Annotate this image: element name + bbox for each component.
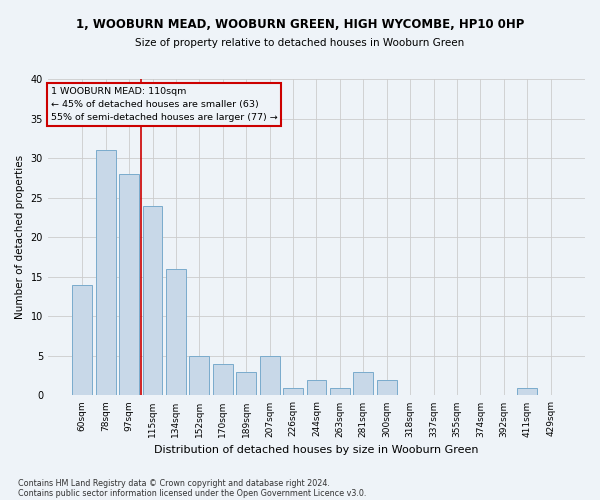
Bar <box>166 269 186 396</box>
Bar <box>236 372 256 396</box>
Bar <box>517 388 537 396</box>
Text: 1 WOOBURN MEAD: 110sqm
← 45% of detached houses are smaller (63)
55% of semi-det: 1 WOOBURN MEAD: 110sqm ← 45% of detached… <box>50 87 277 122</box>
Bar <box>119 174 139 396</box>
Y-axis label: Number of detached properties: Number of detached properties <box>15 155 25 320</box>
Bar <box>307 380 326 396</box>
Bar <box>260 356 280 396</box>
Bar <box>213 364 233 396</box>
Text: Size of property relative to detached houses in Wooburn Green: Size of property relative to detached ho… <box>136 38 464 48</box>
Bar <box>377 380 397 396</box>
Text: 1, WOOBURN MEAD, WOOBURN GREEN, HIGH WYCOMBE, HP10 0HP: 1, WOOBURN MEAD, WOOBURN GREEN, HIGH WYC… <box>76 18 524 30</box>
Text: Contains public sector information licensed under the Open Government Licence v3: Contains public sector information licen… <box>18 488 367 498</box>
Bar <box>330 388 350 396</box>
Bar <box>143 206 163 396</box>
Bar <box>283 388 303 396</box>
Bar <box>73 284 92 396</box>
Bar <box>190 356 209 396</box>
Bar <box>353 372 373 396</box>
Bar <box>96 150 116 396</box>
X-axis label: Distribution of detached houses by size in Wooburn Green: Distribution of detached houses by size … <box>154 445 479 455</box>
Text: Contains HM Land Registry data © Crown copyright and database right 2024.: Contains HM Land Registry data © Crown c… <box>18 478 330 488</box>
